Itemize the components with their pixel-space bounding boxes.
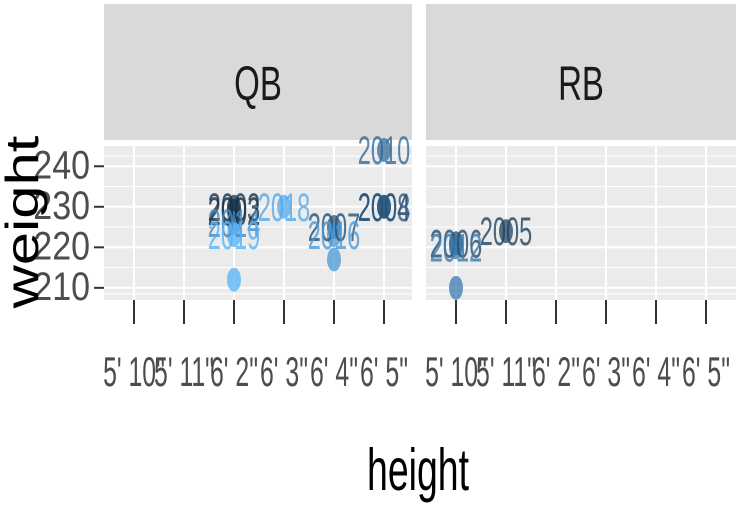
data-label: 2004 bbox=[358, 184, 410, 229]
x-tick-label: 6' 3" bbox=[582, 349, 630, 395]
panel-background bbox=[104, 146, 412, 300]
x-tick-label: 6' 5" bbox=[682, 349, 730, 395]
x-tick-label: 5' 10" bbox=[425, 349, 487, 395]
y-tick-label: 210 bbox=[33, 263, 90, 308]
data-label: 2003 bbox=[208, 184, 260, 229]
data-label: 2008 bbox=[358, 184, 410, 229]
x-axis-title: height bbox=[367, 436, 469, 503]
data-label: 2006 bbox=[430, 221, 482, 266]
x-tick-label: 5' 11" bbox=[154, 349, 214, 395]
x-tick-label: 6' 4" bbox=[310, 349, 358, 395]
x-tick-label: 6' 2" bbox=[210, 349, 258, 395]
facet-strip bbox=[104, 4, 412, 140]
data-label: 2014 bbox=[208, 200, 260, 245]
data-point bbox=[277, 194, 291, 219]
data-label: 2002 bbox=[208, 188, 260, 233]
data-point bbox=[227, 267, 241, 292]
data-point bbox=[449, 235, 463, 260]
data-point bbox=[377, 138, 391, 163]
data-point bbox=[227, 223, 241, 248]
panel-background bbox=[426, 146, 736, 300]
data-point bbox=[377, 194, 391, 219]
facet-strip bbox=[426, 4, 736, 140]
x-tick-label: 5' 11" bbox=[476, 349, 536, 395]
facet-qb: QB5' 10"5' 11"6' 2" 6' 3" 6' 4" 6' 5"200220… bbox=[103, 4, 412, 396]
y-tick-label: 230 bbox=[33, 182, 90, 227]
x-tick-label: 6' 5" bbox=[360, 349, 408, 395]
gridlines bbox=[426, 146, 736, 300]
data-point bbox=[449, 275, 463, 300]
y-tick-label: 240 bbox=[33, 142, 90, 187]
data-label: 2012 bbox=[430, 225, 482, 270]
data-points bbox=[449, 219, 513, 300]
data-label: 2007 bbox=[308, 205, 360, 250]
x-tick-label: 6' 3" bbox=[260, 349, 308, 395]
facet-strip-label: QB bbox=[234, 57, 282, 111]
facet-rb: RB 5' 10"5' 11"6' 2" 6' 3" 6' 4" 6' 5" 200620… bbox=[425, 4, 736, 396]
data-point bbox=[327, 247, 341, 272]
data-label: 2005 bbox=[480, 209, 532, 254]
x-tick-label: 5' 10" bbox=[103, 349, 165, 395]
y-tick-label: 220 bbox=[33, 223, 90, 268]
data-label: 2019 bbox=[208, 213, 260, 258]
y-axis-title: weight bbox=[0, 135, 48, 309]
data-label: 2016 bbox=[308, 213, 360, 258]
x-tick-label: 6' 2" bbox=[532, 349, 580, 395]
data-points bbox=[227, 138, 391, 292]
facet-strip-label: RB bbox=[558, 57, 604, 111]
x-tick-label: 6' 4" bbox=[632, 349, 680, 395]
facet-panels: QB5' 10"5' 11"6' 2" 6' 3" 6' 4" 6' 5"200220… bbox=[103, 4, 736, 396]
data-point bbox=[327, 223, 341, 248]
data-label: 2010 bbox=[358, 128, 410, 173]
data-point bbox=[499, 219, 513, 244]
data-label: 2018 bbox=[258, 184, 310, 229]
